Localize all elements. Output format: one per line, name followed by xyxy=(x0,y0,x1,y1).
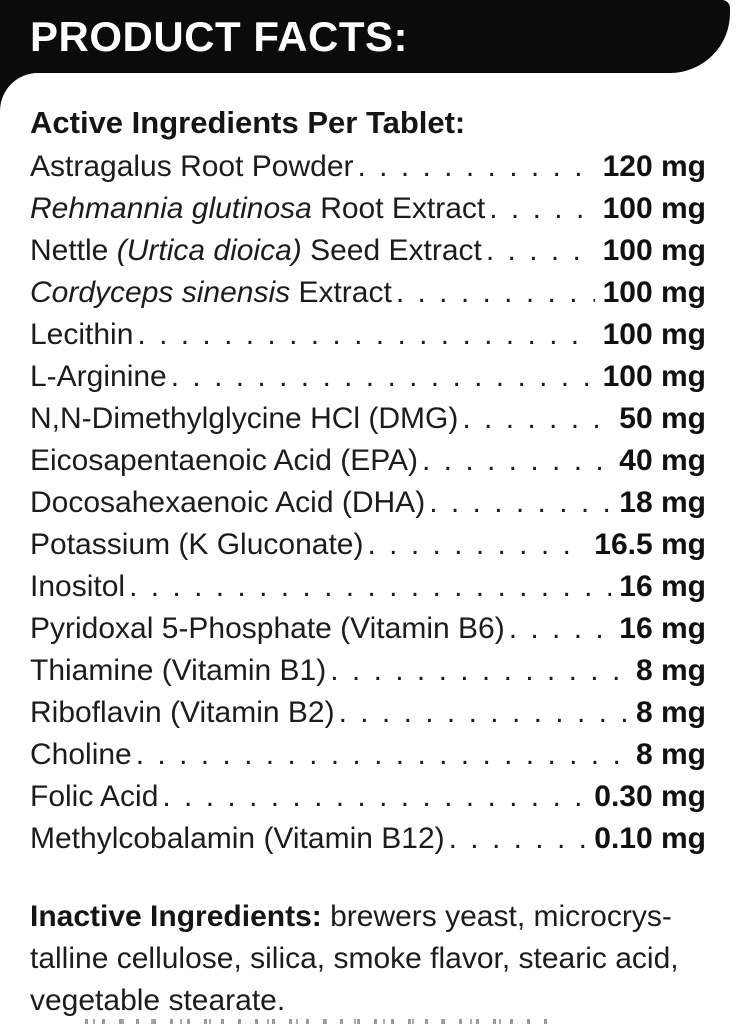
ingredient-row: Methylcobalamin (Vitamin B12). . . . . .… xyxy=(30,818,706,860)
dot-leader: . . . . . . . . . . . . . . . . . . . . … xyxy=(485,234,595,267)
ingredient-amount: 50 mg xyxy=(619,402,706,435)
ingredient-amount: 0.30 mg xyxy=(594,780,706,813)
ingredient-row: Docosahexaenoic Acid (DHA). . . . . . . … xyxy=(30,482,706,524)
ingredient-name: Rehmannia glutinosa Root Extract xyxy=(30,192,486,225)
ingredient-name: Docosahexaenoic Acid (DHA) xyxy=(30,486,426,519)
ingredient-row: Folic Acid. . . . . . . . . . . . . . . … xyxy=(30,776,706,818)
ingredient-row: Thiamine (Vitamin B1). . . . . . . . . .… xyxy=(30,650,706,692)
ingredient-amount: 100 mg xyxy=(602,276,706,309)
ingredient-name: L-Arginine xyxy=(30,360,167,393)
ingredient-amount: 40 mg xyxy=(619,444,706,477)
content-panel: Active Ingredients Per Tablet: Astragalu… xyxy=(0,73,736,1024)
ingredient-row: N,N-Dimethylglycine HCl (DMG). . . . . .… xyxy=(30,398,706,440)
ingredient-name: Cordyceps sinensis Extract xyxy=(30,276,392,309)
ingredient-row: Rehmannia glutinosa Root Extract. . . . … xyxy=(30,188,706,230)
ingredient-amount: 100 mg xyxy=(602,192,706,225)
ingredient-name: Methylcobalamin (Vitamin B12) xyxy=(30,822,445,855)
product-facts-title: PRODUCT FACTS: xyxy=(30,13,408,60)
ingredient-amount: 100 mg xyxy=(602,318,706,351)
ingredient-name: Inositol xyxy=(30,570,126,603)
ingredient-amount: 16 mg xyxy=(619,570,706,603)
ingredient-row: Astragalus Root Powder. . . . . . . . . … xyxy=(30,146,706,188)
ingredient-row: Cordyceps sinensis Extract. . . . . . . … xyxy=(30,272,706,314)
ingredient-name: Folic Acid xyxy=(30,780,159,813)
ingredient-name: Lecithin xyxy=(30,318,134,351)
inactive-ingredients-label: Inactive Ingredients: xyxy=(30,900,322,933)
dot-leader: . . . . . . . . . . . . . . . . . . . . … xyxy=(162,780,586,813)
ingredient-name: N,N-Dimethylglycine HCl (DMG) xyxy=(30,402,459,435)
inactive-ingredients: Inactive Ingredients: brewers yeast, mic… xyxy=(30,896,706,1022)
ingredient-amount: 16.5 mg xyxy=(594,528,706,561)
dot-leader: . . . . . . . . . . . . . . . . . . . . … xyxy=(357,150,595,183)
ingredient-rows: Astragalus Root Powder. . . . . . . . . … xyxy=(30,146,706,860)
ingredient-amount: 100 mg xyxy=(602,360,706,393)
ingredient-row: Nettle (Urtica dioica) Seed Extract. . .… xyxy=(30,230,706,272)
dot-leader: . . . . . . . . . . . . . . . . . . . . … xyxy=(422,444,611,477)
ingredient-name: Choline xyxy=(30,738,132,771)
ingredient-name: Thiamine (Vitamin B1) xyxy=(30,654,327,687)
active-ingredients-title: Active Ingredients Per Tablet: xyxy=(30,105,466,140)
ingredient-name: Pyridoxal 5-Phosphate (Vitamin B6) xyxy=(30,612,505,645)
ingredient-name: Potassium (K Gluconate) xyxy=(30,528,364,561)
ingredient-amount: 8 mg xyxy=(635,654,706,687)
ingredient-row: Inositol. . . . . . . . . . . . . . . . … xyxy=(30,566,706,608)
dot-leader: . . . . . . . . . . . . . . . . . . . . … xyxy=(429,486,611,519)
ingredient-amount: 18 mg xyxy=(619,486,706,519)
dot-leader: . . . . . . . . . . . . . . . . . . . . … xyxy=(330,654,628,687)
inactive-ingredients-text: brewers yeast, microcrys­talline cellulo… xyxy=(30,900,679,1017)
dot-leader: . . . . . . . . . . . . . . . . . . . . … xyxy=(462,402,611,435)
ingredient-row: Pyridoxal 5-Phosphate (Vitamin B6). . . … xyxy=(30,608,706,650)
dot-leader: . . . . . . . . . . . . . . . . . . . . … xyxy=(137,318,594,351)
dot-leader: . . . . . . . . . . . . . . . . . . . . … xyxy=(367,528,586,561)
ingredient-amount: 8 mg xyxy=(635,738,706,771)
cutoff-text-line xyxy=(85,1019,555,1024)
ingredient-row: Choline. . . . . . . . . . . . . . . . .… xyxy=(30,734,706,776)
dot-leader: . . . . . . . . . . . . . . . . . . . . … xyxy=(395,276,595,309)
dot-leader: . . . . . . . . . . . . . . . . . . . . … xyxy=(129,570,611,603)
ingredient-amount: 100 mg xyxy=(602,234,706,267)
ingredient-row: Lecithin. . . . . . . . . . . . . . . . … xyxy=(30,314,706,356)
header-band: PRODUCT FACTS: xyxy=(0,0,730,73)
ingredient-name: Nettle (Urtica dioica) Seed Extract xyxy=(30,234,482,267)
ingredient-row: Potassium (K Gluconate). . . . . . . . .… xyxy=(30,524,706,566)
dot-leader: . . . . . . . . . . . . . . . . . . . . … xyxy=(338,696,628,729)
ingredient-row: L-Arginine. . . . . . . . . . . . . . . … xyxy=(30,356,706,398)
dot-leader: . . . . . . . . . . . . . . . . . . . . … xyxy=(170,360,595,393)
dot-leader: . . . . . . . . . . . . . . . . . . . . … xyxy=(448,822,587,855)
ingredient-row: Riboflavin (Vitamin B2). . . . . . . . .… xyxy=(30,692,706,734)
dot-leader: . . . . . . . . . . . . . . . . . . . . … xyxy=(135,738,628,771)
ingredient-amount: 8 mg xyxy=(635,696,706,729)
ingredient-name: Eicosapentaenoic Acid (EPA) xyxy=(30,444,418,477)
dot-leader: . . . . . . . . . . . . . . . . . . . . … xyxy=(508,612,612,645)
ingredient-name: Riboflavin (Vitamin B2) xyxy=(30,696,335,729)
ingredient-name: Astragalus Root Powder xyxy=(30,150,354,183)
ingredient-amount: 0.10 mg xyxy=(594,822,706,855)
ingredient-amount: 16 mg xyxy=(619,612,706,645)
dot-leader: . . . . . . . . . . . . . . . . . . . . … xyxy=(489,192,594,225)
ingredient-amount: 120 mg xyxy=(602,150,706,183)
ingredient-row: Eicosapentaenoic Acid (EPA). . . . . . .… xyxy=(30,440,706,482)
